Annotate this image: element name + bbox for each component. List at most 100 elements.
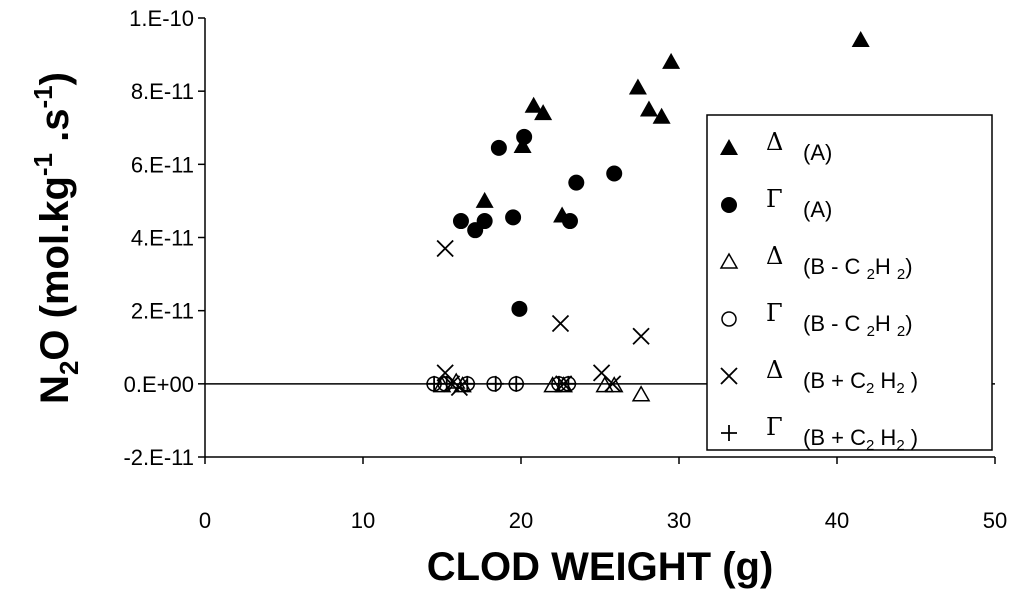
legend-label-part: ) [905,311,912,336]
plus-shape [459,375,476,392]
triangle-shape [513,137,532,154]
data-point [511,300,528,317]
triangle-shape [720,139,738,155]
data-point [505,209,522,226]
legend-label: (A) [803,140,832,165]
circle-shape [452,213,469,230]
legend-label: (B - C 2H 2) [803,311,913,340]
axes: -2.E-11 0.E+00 2.E-11 4.E-11 6.E-11 8.E-11 1.E… [123,6,1007,533]
filled-circle-marker [721,197,737,213]
legend-label-part: ) [905,254,912,279]
legend-label-part: (B + C [803,425,866,450]
data-point [639,100,658,117]
series-6 [426,375,577,392]
y-axis-title-main: N [33,375,77,404]
data-point [487,375,504,392]
legend-greek: Γ [766,299,783,327]
svg-text:N2O (mol.kg-1 .s-1): N2O (mol.kg-1 .s-1) [28,72,84,404]
plus-shape [560,375,577,392]
triangle-shape [475,191,494,208]
legend-greek: Δ [766,356,783,384]
triangle-shape [534,104,553,121]
data-point [534,104,553,121]
x-shape [436,239,454,258]
circle-shape [490,139,507,156]
legend-label-part: H [874,368,896,393]
data-point [604,375,622,393]
legend-label: (B + C2 H2 ) [803,368,918,397]
circle-shape [511,300,528,317]
data-point [475,191,494,208]
x-shape [604,375,622,393]
circle-shape [516,128,533,145]
data-point [632,327,650,345]
legend-label-part: (B + C [803,368,866,393]
legend-label-part: ) [905,425,918,450]
y-axis-title-sub: 2 [54,361,84,375]
open-circle-marker [721,311,737,327]
legend-greek: Γ [766,185,783,213]
x-tick-label: 40 [825,508,849,533]
legend-label-part: H [875,254,897,279]
data-point [662,52,681,69]
circle-shape [505,209,522,226]
x-tick-label: 50 [983,508,1007,533]
y-tick-label: 4.E-11 [131,226,194,251]
y-axis-title-sup1: -1 [28,153,58,176]
legend-item-5: Δ (B + C2 H2 ) [720,356,918,397]
y-axis-title-close: ) [33,72,77,85]
data-point [436,364,454,382]
y-tick-label: 2.E-11 [131,299,194,324]
legend-label-part: 2 [867,266,875,283]
legend-label-part: 2 [896,380,904,397]
plus-shape [438,375,455,392]
data-point [561,213,578,230]
data-point [568,174,585,191]
legend-label-part: 2 [866,437,874,454]
legend: Δ (A)Γ (A)Δ (B - C 2H 2)Γ (B - C 2H 2)Δ (B + … [706,114,993,454]
data-point [851,30,870,47]
triangle-shape [631,385,651,402]
x-marker [720,367,738,385]
data-point [476,213,493,230]
data-point [513,137,532,154]
data-points [426,30,870,402]
y-axis-title: N2O (mol.kg-1 .s-1) [28,72,84,404]
x-shape [436,364,454,382]
plus-shape [487,375,504,392]
legend-label-part: 2 [867,323,875,340]
data-point [631,385,651,402]
data-point [459,375,476,392]
x-tick-label: 30 [667,508,691,533]
y-tick-label: 8.E-11 [131,79,194,104]
legend-label: (A) [803,197,832,222]
y-tick-label: 6.E-11 [131,152,194,177]
data-point [551,314,570,333]
series-5 [436,239,650,397]
data-point [606,165,623,182]
legend-label-part: 2 [897,323,905,340]
circle-shape [606,165,623,182]
data-point [628,78,647,95]
legend-label-part: H [875,311,897,336]
series-2 [452,128,623,317]
data-point [450,378,469,397]
y-tick-label: -2.E-11 [123,445,194,470]
legend-box [706,114,993,451]
data-point [436,239,454,258]
data-point [508,375,525,392]
circle-shape [721,311,737,327]
legend-greek: Δ [766,242,783,270]
x-shape [632,327,650,345]
legend-label-part: 2 [897,266,905,283]
circle-shape [476,213,493,230]
x-tick-label: 20 [509,508,533,533]
data-point [652,107,671,124]
data-point [604,376,624,393]
legend-item-6: Γ (B + C2 H2 ) [721,413,918,454]
x-shape [450,378,469,397]
y-axis-title-mid: .s [33,109,77,153]
x-shape [551,314,570,333]
legend-greek: Γ [766,413,783,441]
plus-shape [721,425,737,441]
